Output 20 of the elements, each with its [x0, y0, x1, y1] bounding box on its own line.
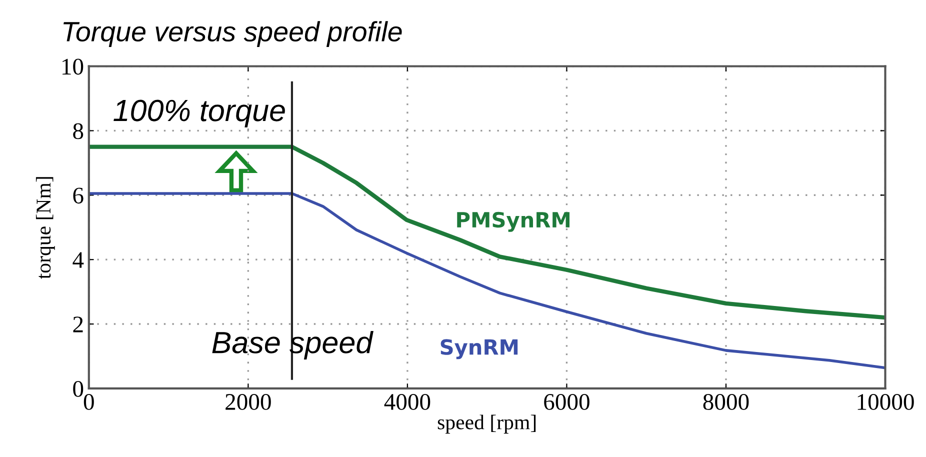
y-tick-label: 6	[73, 188, 84, 204]
x-tick-label: 0	[84, 394, 94, 410]
x-tick-label: 2000	[226, 394, 271, 410]
x-tick-label: 4000	[384, 394, 430, 410]
series-label: PMSynRM	[457, 212, 570, 232]
series-label: SynRM	[440, 339, 518, 360]
chart-title: Torque versus speed profile	[64, 21, 402, 48]
y-tick-label: 0	[73, 380, 84, 397]
x-axis-title: speed [rpm]	[438, 414, 536, 434]
annotation: 100% torque	[114, 100, 285, 128]
y-tick-label: 4	[72, 252, 84, 268]
line-series	[88, 192, 886, 370]
y-axis-title: torque [Nm]	[36, 177, 55, 279]
y-tick-label: 8	[73, 123, 84, 140]
x-tick-label: 6000	[544, 394, 590, 410]
y-tick-label: 2	[73, 316, 83, 332]
x-tick-label: 8000	[703, 394, 749, 410]
line-series	[88, 144, 886, 320]
y-tick-label: 10	[62, 58, 84, 75]
x-tick-label: 10000	[858, 394, 914, 410]
